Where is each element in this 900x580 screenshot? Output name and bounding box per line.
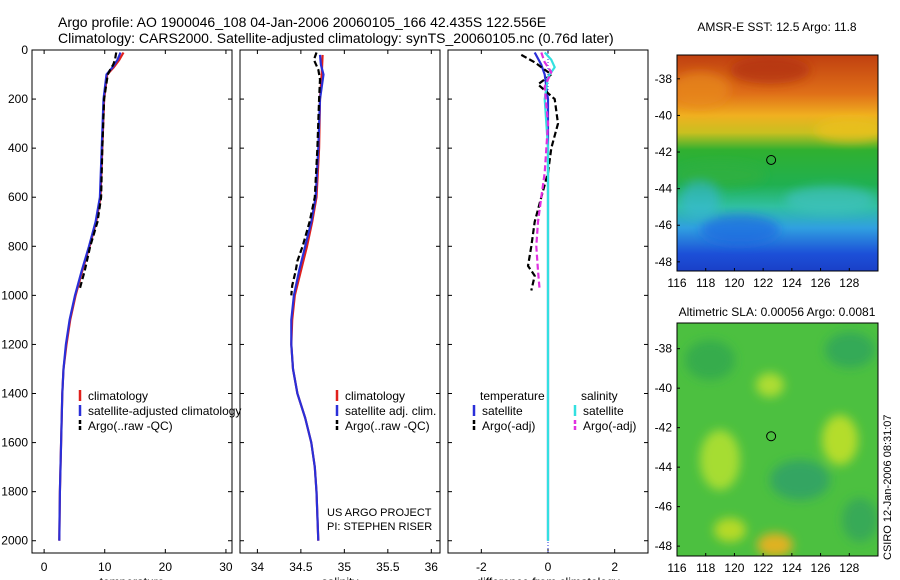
y-tick-label: 1600: [1, 436, 28, 450]
legend-label: climatology: [345, 389, 405, 403]
map-x-tick-label: 124: [782, 276, 802, 290]
legend-label: temperature: [480, 389, 545, 403]
x-tick-label: 34.5: [289, 560, 313, 574]
y-tick-label: 200: [8, 92, 28, 106]
legend-label: Argo(..raw -QC): [88, 419, 173, 433]
sst-map-title: AMSR-E SST: 12.5 Argo: 11.8: [697, 20, 857, 34]
credit-line-2: PI: STEPHEN RISER: [327, 521, 432, 533]
map-x-tick-label: 126: [811, 276, 831, 290]
map-x-tick-label: 122: [753, 276, 773, 290]
plot-frame: [239, 49, 441, 554]
map-y-tick-label: -46: [655, 218, 673, 232]
sla-map-ticks: 116 118 120 122 124 126 128 -38 -40 -42 -44 -46 -48: [655, 342, 860, 575]
legend-label: satellite adj. clim.: [345, 404, 436, 418]
map-y-tick-label: -44: [655, 182, 673, 196]
map-x-tick-label: 120: [724, 276, 744, 290]
map-x-tick-label: 128: [839, 561, 859, 575]
x-axis-label: salinity: [322, 575, 359, 580]
y-tick-label: 2000: [1, 534, 28, 548]
y-tick-label: 1000: [1, 288, 28, 302]
x-tick-label: 0: [41, 560, 48, 574]
sla-argo-marker: [766, 431, 777, 442]
credit-line-1: US ARGO PROJECT: [327, 507, 432, 519]
sla-map-frame: [676, 322, 879, 557]
x-tick-label: 34: [251, 560, 265, 574]
y-tick-label: 1200: [1, 337, 28, 351]
series-line: [520, 53, 560, 291]
map-x-tick-label: 126: [811, 561, 831, 575]
header-line-2: Climatology: CARS2000. Satellite-adjuste…: [58, 30, 614, 46]
header-line-1: Argo profile: AO 1900046_108 04-Jan-2006…: [58, 14, 546, 30]
map-y-tick-label: -38: [655, 72, 673, 86]
map-y-tick-label: -42: [655, 145, 673, 159]
legend-label: Argo(-adj): [583, 419, 636, 433]
legend-label: satellite-adjusted climatology: [88, 404, 241, 418]
map-y-tick-label: -44: [655, 460, 673, 474]
sla-map-title: Altimetric SLA: 0.00056 Argo: 0.0081: [679, 305, 876, 319]
map-x-tick-label: 118: [696, 276, 715, 290]
x-axis-label: difference from climatology: [476, 575, 619, 580]
series-line: [290, 52, 322, 296]
temperature-panel: 0 200 400 600 800 1000 1200 1400 1600 1800 2000 0 10…: [1, 43, 241, 580]
map-y-tick-label: -40: [655, 108, 673, 122]
salinity-panel: 34 34.5 35 35.5 36 salinity climatologysatelli…: [239, 49, 441, 580]
sst-map-frame: [676, 54, 879, 272]
map-y-tick-label: -38: [655, 342, 673, 356]
x-tick-label: 20: [159, 560, 173, 574]
legend-label: Argo(..raw -QC): [345, 419, 430, 433]
x-tick-label: 35: [338, 560, 352, 574]
map-x-tick-label: 118: [696, 561, 715, 575]
map-y-tick-label: -48: [655, 255, 673, 269]
sst-argo-marker: [766, 154, 777, 165]
x-tick-label: 2: [611, 560, 618, 574]
sst-map: AMSR-E SST: 12.5 Argo: 11.8 116 118 120 122…: [655, 20, 879, 290]
legend-label: satellite: [482, 404, 523, 418]
y-tick-label: 400: [8, 141, 28, 155]
y-tick-label: 1800: [1, 485, 28, 499]
sla-map: Altimetric SLA: 0.00056 Argo: 0.0081 116…: [655, 305, 879, 575]
x-tick-label: -2: [476, 560, 487, 574]
difference-panel: -2 0 2difference from climatology temperatu…: [447, 49, 649, 580]
plot-frame: [31, 49, 233, 554]
x-axis-label: temperature: [100, 575, 165, 580]
legend-label: salinity: [581, 389, 618, 403]
series-line: [535, 52, 553, 291]
map-x-tick-label: 128: [839, 276, 859, 290]
series-line: [78, 52, 118, 291]
map-x-tick-label: 116: [667, 276, 686, 290]
legend-label: climatology: [88, 389, 148, 403]
x-tick-label: 30: [219, 560, 233, 574]
y-tick-label: 800: [8, 239, 28, 253]
map-y-tick-label: -40: [655, 381, 673, 395]
x-tick-label: 35.5: [376, 560, 400, 574]
map-y-tick-label: -42: [655, 421, 673, 435]
y-tick-label: 600: [8, 190, 28, 204]
side-timestamp-label: CSIRO 12-Jan-2006 08:31:07: [882, 414, 894, 560]
legend-label: Argo(-adj): [482, 419, 535, 433]
series-line: [543, 51, 556, 541]
map-y-tick-label: -48: [655, 539, 673, 553]
y-tick-label: 1400: [1, 387, 28, 401]
map-x-tick-label: 120: [724, 561, 744, 575]
legend: temperaturesatelliteArgo(-adj)salinitysa…: [472, 389, 636, 433]
x-tick-label: 36: [425, 560, 439, 574]
map-y-tick-label: -46: [655, 500, 673, 514]
x-tick-label: 0: [545, 560, 552, 574]
series-line: [58, 52, 122, 541]
sst-map-ticks: 116 118 120 122 124 126 128 -38 -40 -42 -44 -46 -48: [655, 72, 860, 290]
y-tick-label: 0: [21, 43, 28, 57]
map-x-tick-label: 116: [667, 561, 686, 575]
legend-label: satellite: [583, 404, 624, 418]
map-x-tick-label: 122: [753, 561, 773, 575]
series-line: [58, 51, 125, 541]
map-x-tick-label: 124: [782, 561, 802, 575]
x-tick-label: 10: [98, 560, 112, 574]
